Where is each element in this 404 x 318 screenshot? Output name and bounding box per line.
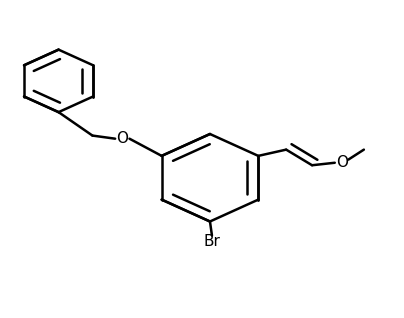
Text: O: O (336, 155, 348, 170)
Text: Br: Br (204, 234, 221, 249)
Text: O: O (116, 131, 128, 146)
